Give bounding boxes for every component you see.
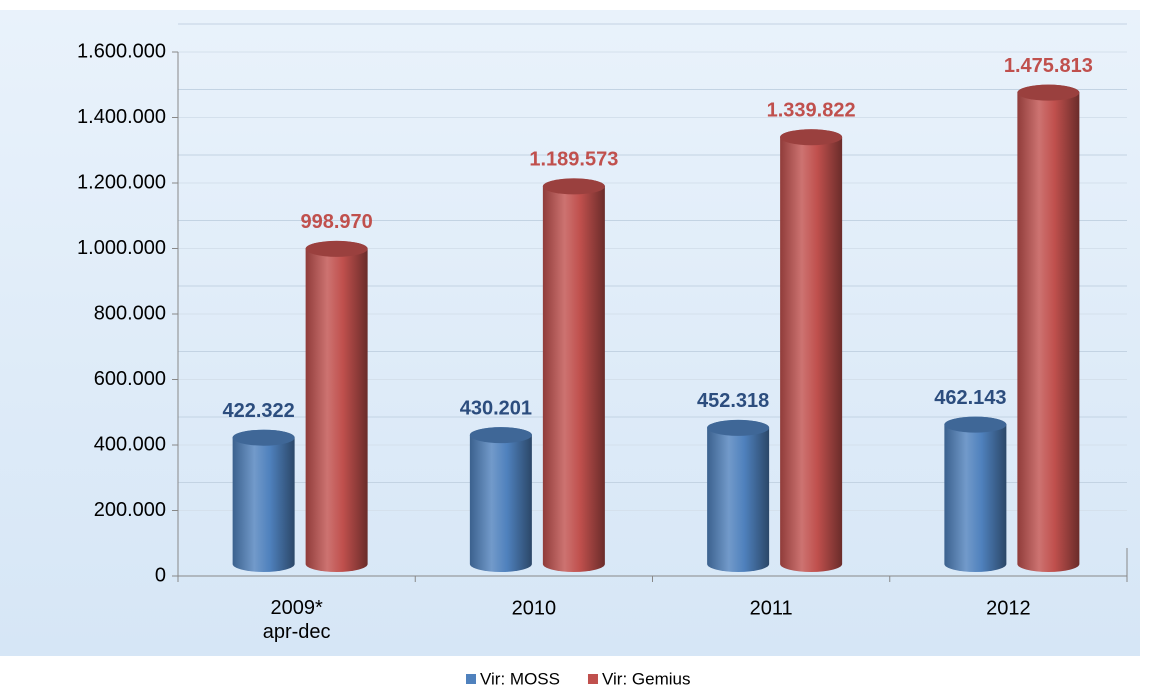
- bar-top: [469, 427, 532, 444]
- value-label: 1.475.813: [1004, 55, 1093, 77]
- value-label: 998.970: [300, 211, 372, 233]
- x-tick-label: 2011: [750, 597, 793, 619]
- bar-top: [1017, 84, 1080, 101]
- bar-top: [232, 429, 295, 446]
- legend-swatch: [466, 674, 476, 684]
- bar: [780, 129, 843, 572]
- y-tick-label: 1.000.000: [77, 237, 166, 259]
- value-label: 1.339.822: [767, 99, 856, 121]
- y-tick-label: 1.200.000: [77, 171, 166, 193]
- bar-top: [707, 419, 770, 436]
- x-tick-label: 2012: [986, 597, 1031, 619]
- legend-label: Vir: MOSS: [480, 669, 560, 688]
- y-tick-label: 600.000: [94, 368, 166, 390]
- y-tick-label: 400.000: [94, 433, 166, 455]
- bar-top: [305, 240, 368, 257]
- legend-swatch: [587, 674, 598, 684]
- bar: [232, 429, 295, 572]
- bar: [1017, 84, 1080, 573]
- x-tick-label: 2010: [512, 597, 557, 619]
- bar: [707, 419, 770, 572]
- bar: [542, 178, 605, 572]
- y-tick-label: 200.000: [94, 499, 166, 521]
- bar-top: [944, 416, 1007, 433]
- y-tick-label: 800.000: [94, 302, 166, 324]
- bar-top: [542, 178, 605, 195]
- legend-label: Vir: Gemius: [602, 669, 691, 688]
- x-tick-label: 2009* apr-dec: [263, 597, 331, 643]
- value-label: 452.318: [697, 390, 769, 412]
- y-tick-label: 1.400.000: [77, 106, 166, 128]
- value-label: 422.322: [222, 400, 294, 422]
- value-label: 462.143: [934, 387, 1006, 409]
- y-tick-label: 0: [155, 564, 166, 586]
- bar: [469, 427, 532, 572]
- y-tick-label: 1.600.000: [77, 40, 166, 62]
- bar-top: [780, 129, 843, 146]
- bar: [944, 416, 1007, 572]
- value-label: 1.189.573: [529, 149, 618, 171]
- value-label: 430.201: [460, 397, 532, 419]
- bar: [305, 240, 368, 572]
